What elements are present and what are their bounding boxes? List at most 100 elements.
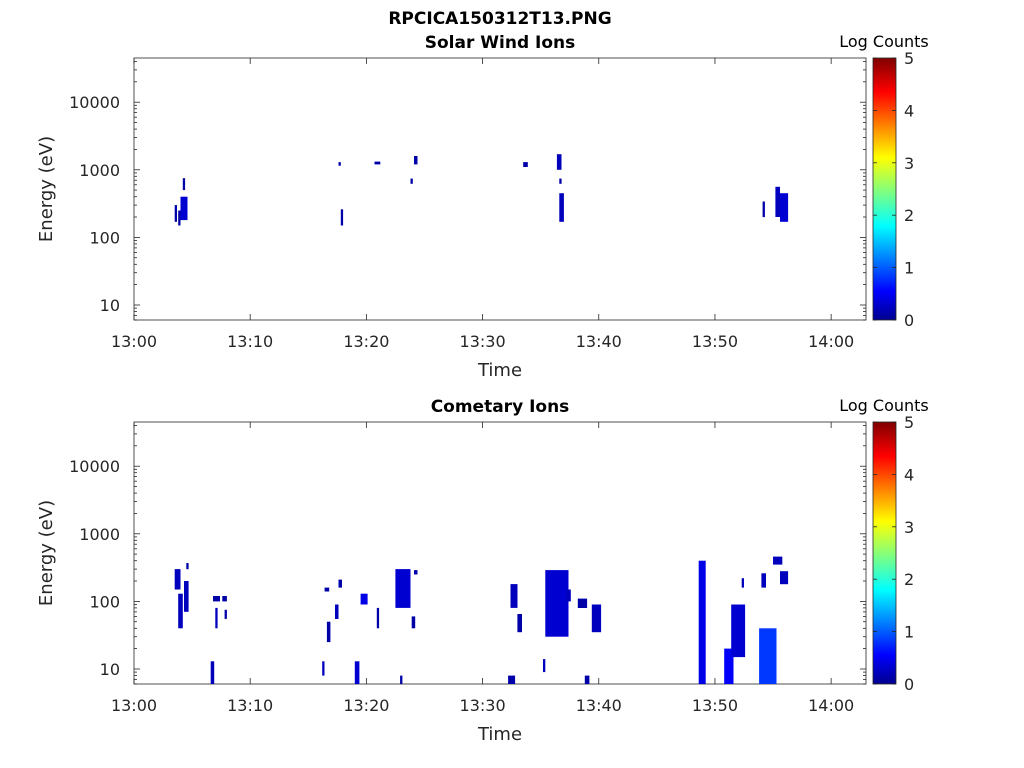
spectrogram-cell (556, 154, 562, 170)
spectrogram-cell (182, 178, 186, 191)
spectrogram-cell (180, 196, 188, 221)
spectrogram-cell (584, 675, 590, 684)
x-axis-solar-wind: 13:00 13:10 13:20 13:30 13:40 13:50 14:00 (111, 58, 854, 351)
colorbar-tick-label: 0 (904, 675, 914, 694)
spectrogram-cell (326, 621, 331, 643)
y-axis-cometary: 10 100 1000 10000 (69, 425, 866, 685)
colorbar-tick-label: 5 (904, 413, 914, 432)
y-tick-label: 100 (89, 592, 120, 611)
spectrogram-cell (510, 584, 518, 608)
spectrogram-cell (761, 573, 766, 588)
x-tick-label: 14:00 (808, 332, 854, 351)
y-tick-label: 10000 (69, 93, 120, 112)
colorbar-tick-label: 4 (904, 101, 914, 120)
plot-area-cometary (133, 421, 867, 685)
spectrogram-cell (360, 593, 368, 605)
colorbar-tick-label: 1 (904, 259, 914, 278)
y-tick-label: 10 (100, 660, 120, 679)
colorbar-cometary (872, 421, 897, 685)
y-tick-label: 10000 (69, 457, 120, 476)
colorbar-tick-label: 0 (904, 311, 914, 330)
y-tick-label: 1000 (79, 161, 120, 180)
spectrogram-cell (340, 209, 344, 226)
spectrogram-cell (178, 210, 181, 226)
x-axis-label-solar-wind: Time (477, 360, 522, 381)
spectrogram-cell (400, 675, 403, 684)
spectrogram-cells-cometary (174, 556, 789, 684)
colorbar-label-cometary: Log Counts (839, 396, 929, 415)
spectrogram-cell (762, 201, 765, 218)
spectrogram-cell (414, 156, 418, 165)
spectrogram-cell (322, 661, 325, 676)
spectrogram-cell (577, 598, 588, 608)
colorbar-tick-label: 2 (904, 206, 914, 225)
figure-title: RPCICA150312T13.PNG (388, 9, 611, 29)
panel-title-cometary: Cometary Ions (431, 397, 570, 417)
spectrogram-cell (775, 186, 780, 217)
y-tick-label: 100 (89, 228, 120, 247)
colorbar-tick-label: 2 (904, 570, 914, 589)
spectrogram-cell (374, 161, 381, 165)
spectrogram-cell (338, 579, 342, 588)
x-tick-label: 13:20 (343, 332, 389, 351)
spectrogram-cell (178, 593, 183, 629)
spectrogram-cell (698, 560, 706, 684)
spectrogram-cell (731, 604, 746, 658)
y-axis-solar-wind: 10 100 1000 10000 (69, 61, 866, 321)
spectrogram-cell (517, 614, 522, 633)
spectrogram-cell (780, 193, 789, 222)
spectrogram-cell (213, 596, 220, 602)
y-axis-label-solar-wind: Energy (eV) (36, 136, 57, 242)
x-tick-label: 13:10 (227, 332, 273, 351)
x-tick-label: 13:40 (576, 696, 622, 715)
colorbar-label-solar-wind: Log Counts (839, 32, 929, 51)
x-tick-label: 13:50 (692, 696, 738, 715)
spectrogram-cell (566, 589, 571, 602)
spectrogram-cell (759, 628, 777, 684)
spectrogram-cell (414, 570, 418, 575)
x-tick-label: 13:30 (460, 696, 506, 715)
plot-area-solar-wind (133, 57, 867, 321)
colorbar-tick-label: 3 (904, 518, 914, 537)
x-tick-label: 13:00 (111, 696, 157, 715)
spectrogram-cell (210, 661, 215, 684)
x-tick-label: 13:30 (460, 332, 506, 351)
x-tick-label: 13:40 (576, 332, 622, 351)
y-tick-label: 10 (100, 296, 120, 315)
spectrogram-cell (224, 609, 227, 619)
spectrogram-cell (780, 571, 789, 585)
y-tick-label: 1000 (79, 525, 120, 544)
y-axis-label-cometary: Energy (eV) (36, 500, 57, 606)
colorbar-tick-label: 4 (904, 465, 914, 484)
spectrogram-cell (411, 616, 416, 629)
spectrogram-cell (773, 556, 783, 565)
spectrogram-cell (724, 648, 734, 684)
x-axis-cometary: 13:00 13:10 13:20 13:30 13:40 13:50 14:00 (111, 422, 854, 715)
spectrogram-cell (184, 581, 189, 612)
panel-title-solar-wind: Solar Wind Ions (425, 33, 576, 53)
colorbar-tick-label: 1 (904, 623, 914, 642)
spectrogram-cell (376, 607, 380, 629)
spectrogram-cell (222, 596, 227, 602)
x-tick-label: 13:20 (343, 696, 389, 715)
spectrogram-cell (559, 193, 564, 222)
spectrogram-cell (338, 162, 341, 166)
x-tick-label: 13:10 (227, 696, 273, 715)
spectrogram-cell (508, 675, 516, 684)
colorbar-solar-wind (872, 57, 897, 321)
spectrogram-cell (174, 205, 177, 222)
x-tick-label: 13:00 (111, 332, 157, 351)
spectrogram-cell (741, 578, 744, 588)
spectrogram-cell (186, 563, 189, 570)
x-tick-label: 13:50 (692, 332, 738, 351)
x-tick-label: 14:00 (808, 696, 854, 715)
spectrogram-cell (559, 178, 562, 184)
spectrogram-cell (354, 661, 360, 684)
spectrogram-cell (324, 587, 330, 592)
spectrogram-cell (215, 607, 218, 629)
spectrogram-cell (543, 659, 546, 673)
panel-cometary-ions: Cometary Ions 13:00 13:10 13:20 13:30 13:40 1… (36, 396, 929, 745)
spectrogram-cell (591, 604, 602, 633)
spectrogram-cell (523, 162, 528, 167)
